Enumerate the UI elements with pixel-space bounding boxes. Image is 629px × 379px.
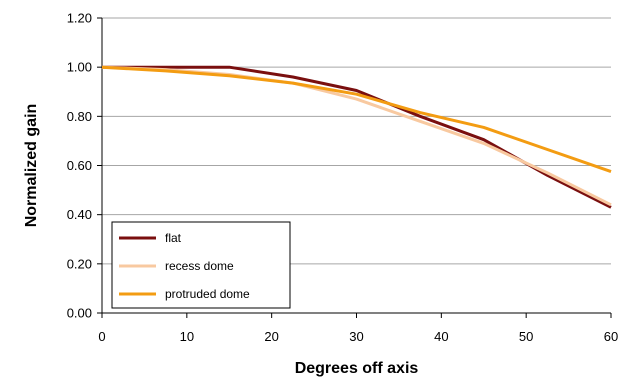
x-tick-label: 10 — [180, 329, 194, 344]
x-tick-label: 40 — [434, 329, 448, 344]
y-ticks: 0.00 0.20 0.40 0.60 0.80 1.00 1.20 — [67, 11, 102, 321]
legend-label: flat — [165, 231, 182, 245]
y-tick-label: 1.20 — [67, 11, 92, 26]
y-tick-label: 0.00 — [67, 306, 92, 321]
series-lines — [101, 65, 612, 209]
x-tick-label: 0 — [98, 329, 105, 344]
x-axis-title: Degrees off axis — [295, 360, 419, 377]
x-tick-label: 50 — [519, 329, 533, 344]
x-ticks: 0 10 20 30 40 50 60 — [98, 313, 618, 344]
legend: flat recess dome protruded dome — [111, 221, 291, 309]
y-tick-label: 0.40 — [67, 207, 92, 222]
series-line-recess-dome — [101, 65, 612, 207]
y-axis-title: Normalized gain — [23, 104, 40, 228]
y-tick-label: 1.00 — [67, 60, 92, 75]
y-tick-label: 0.60 — [67, 158, 92, 173]
y-tick-label: 0.80 — [67, 109, 92, 124]
x-tick-label: 60 — [604, 329, 618, 344]
y-tick-label: 0.20 — [67, 256, 92, 271]
x-tick-label: 20 — [264, 329, 278, 344]
legend-label: protruded dome — [165, 287, 250, 301]
series-line-flat — [102, 65, 612, 209]
series-line-protruded-dome — [101, 65, 612, 174]
x-tick-label: 30 — [349, 329, 363, 344]
legend-label: recess dome — [165, 259, 234, 273]
